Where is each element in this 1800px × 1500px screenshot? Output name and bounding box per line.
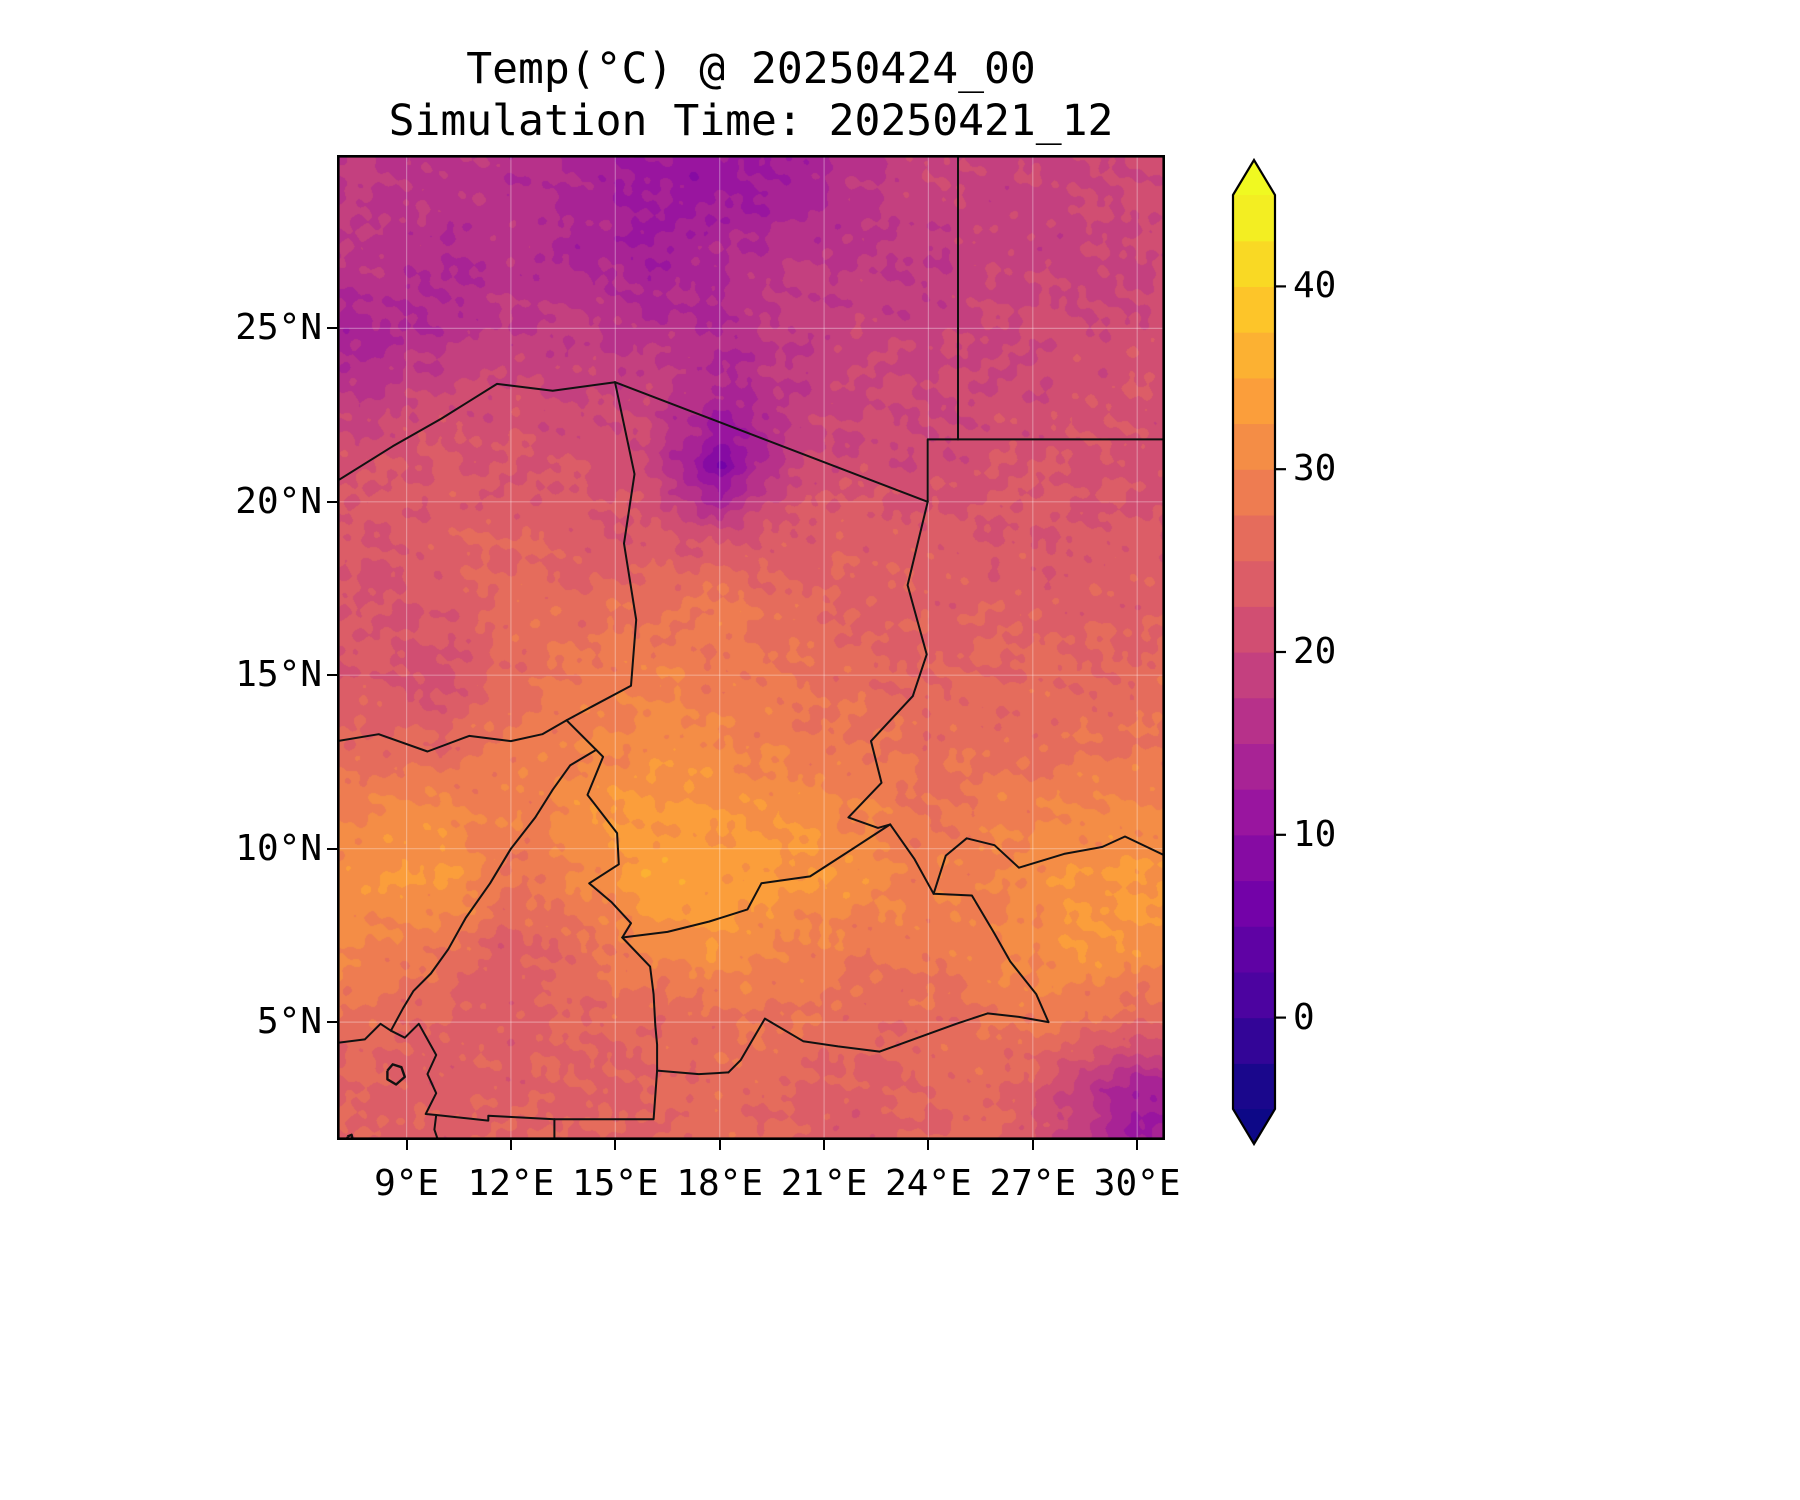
colorbar-extend-max-arrow: [1233, 160, 1275, 195]
y-tick-label: 25°N: [235, 307, 322, 349]
border-sudan-south-sudan: [932, 835, 1165, 895]
x-tick-label: 30°E: [1093, 1163, 1181, 1204]
y-tick-label: 5°N: [256, 1001, 322, 1043]
x-tick-label: 18°E: [676, 1163, 764, 1204]
x-tick-mark: [718, 1140, 721, 1150]
colorbar-band: [1233, 1063, 1275, 1110]
y-tick-mark: [327, 847, 337, 850]
x-tick-label: 9°E: [374, 1163, 440, 1204]
border-chad-cameroon: [565, 719, 632, 939]
colorbar-tick-label: 20: [1293, 631, 1337, 672]
colorbar-band: [1233, 423, 1275, 470]
temperature-heatmap-canvas: [337, 155, 1165, 1140]
x-tick-label: 15°E: [571, 1163, 659, 1204]
y-tick-mark: [327, 500, 337, 503]
x-tick-label: 21°E: [780, 1163, 868, 1204]
border-niger-algeria-libya: [337, 381, 616, 482]
colorbar-band: [1233, 286, 1275, 333]
y-tick-label: 15°N: [235, 654, 322, 696]
border-car-sudan-south-sudan: [889, 823, 1050, 1024]
colorbar-band: [1233, 469, 1275, 516]
colorbar-band: [1233, 195, 1275, 242]
colorbar-band: [1233, 652, 1275, 699]
colorbar-band: [1233, 377, 1275, 425]
map-plot-area: [337, 155, 1165, 1140]
border-car-drc: [727, 1012, 1050, 1074]
axes-frame: [337, 155, 1165, 1140]
x-tick-label: 27°E: [989, 1163, 1077, 1204]
colorbar-band: [1233, 560, 1275, 607]
colorbar-extend-min-arrow: [1233, 1109, 1275, 1144]
x-tick-mark: [1031, 1140, 1034, 1150]
colorbar-band: [1233, 834, 1275, 882]
colorbar-band: [1233, 789, 1275, 836]
colorbar-band: [1233, 606, 1275, 653]
y-tick-mark: [327, 327, 337, 330]
colorbar-band: [1233, 880, 1275, 927]
x-tick-mark: [614, 1140, 617, 1150]
plot-title: Temp(°C) @ 20250424_00: [466, 44, 1036, 94]
colorbar-band: [1233, 240, 1275, 287]
colorbar-tick-label: 30: [1293, 448, 1337, 490]
colorbar-tick-label: 40: [1293, 265, 1337, 307]
colorbar-band: [1233, 743, 1275, 790]
border-chad-car: [621, 823, 892, 939]
border-gabon-equatorial-guinea: [435, 1114, 556, 1122]
colorbar-band: [1233, 971, 1275, 1019]
x-tick-mark: [823, 1140, 826, 1150]
border-gulf-of-guinea-coastline: [337, 1022, 439, 1140]
border-libya-chad: [614, 381, 929, 503]
colorbar-outline: [1231, 157, 1277, 1147]
x-tick-mark: [1136, 1140, 1139, 1150]
border-cameroon-car: [621, 936, 659, 1072]
y-tick-label: 10°N: [235, 827, 322, 869]
colorbar-tick-label: 10: [1293, 813, 1337, 855]
border-niger-nigeria: [337, 719, 568, 753]
y-tick-mark: [327, 1021, 337, 1024]
colorbar-band: [1233, 332, 1275, 379]
colorbar-band: [1233, 926, 1275, 973]
x-tick-label: 12°E: [467, 1163, 555, 1204]
map-borders-overlay: [337, 155, 1165, 1140]
colorbar-tick-label: 0: [1293, 996, 1315, 1038]
border-chad-sudan: [847, 500, 929, 829]
plot-subtitle: Simulation Time: 20250421_12: [388, 96, 1114, 146]
border-congo-cameroon-gabon: [553, 1069, 730, 1140]
x-tick-mark: [405, 1140, 408, 1150]
border-chad-niger: [565, 381, 638, 722]
colorbar-band: [1233, 514, 1275, 562]
colorbar-band: [1233, 697, 1275, 744]
x-tick-label: 24°E: [885, 1163, 972, 1204]
colorbar-band: [1233, 1017, 1275, 1064]
border-bioko-island: [386, 1063, 407, 1086]
border-nigeria-cameroon: [389, 748, 598, 1032]
border-libya-sudan-jog: [926, 438, 959, 503]
x-tick-mark: [509, 1140, 512, 1150]
x-tick-mark: [927, 1140, 930, 1150]
y-tick-mark: [327, 674, 337, 677]
y-tick-label: 20°N: [235, 480, 322, 522]
colorbar: [1231, 157, 1286, 1147]
